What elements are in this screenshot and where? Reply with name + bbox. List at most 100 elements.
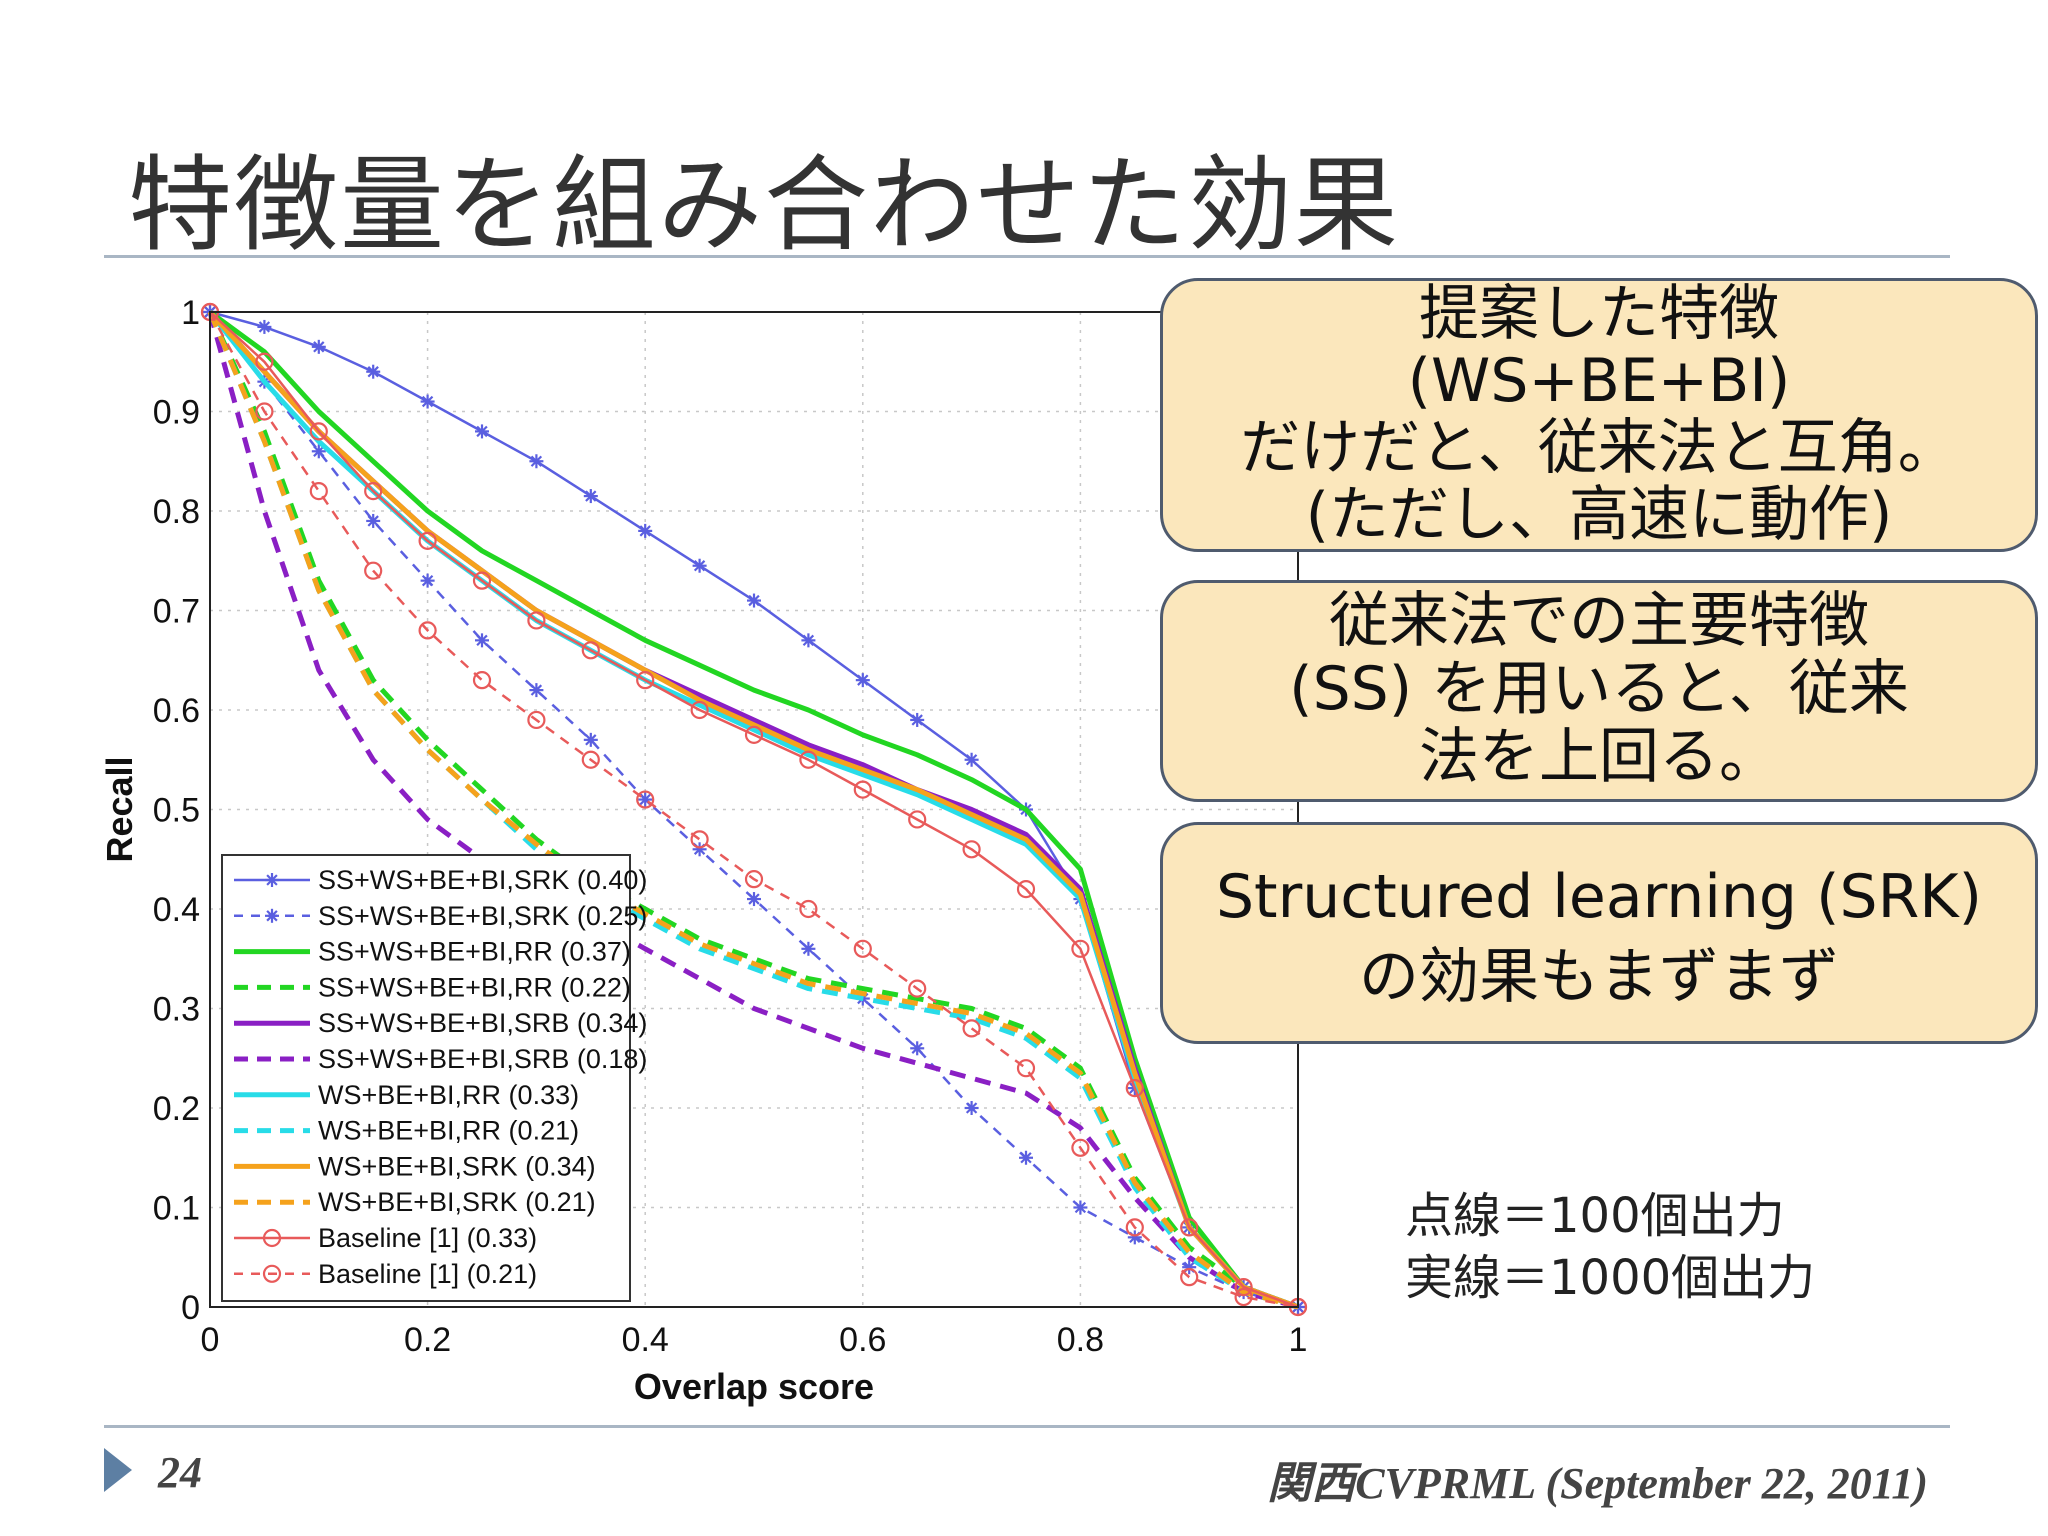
star-marker [964,1101,979,1115]
series-group [207,311,1299,1310]
callout-ss-feature: 従来法での主要特徴 (SS) を用いると、従来 法を上回る。 [1160,580,2038,802]
footer-text: 関西CVPRML (September 22, 2011) [1267,1459,1928,1508]
star-marker [583,732,598,747]
plot-frame [209,311,1299,1308]
series-line [207,311,1299,1310]
series-group [200,302,1308,1317]
line-style-note: 点線＝100個出力 実線＝1000個出力 [1405,1185,1815,1309]
series-line [209,311,1299,1309]
y-tick-label: 1 [181,294,200,332]
series-line [208,309,1299,1310]
legend-label: Baseline [1] (0.33) [318,1223,537,1253]
circle-marker [262,1228,282,1248]
series-group [208,310,1299,1310]
circle-marker [255,352,274,371]
star-marker [475,424,489,439]
circle-marker [636,790,655,809]
circle-marker [1180,1268,1199,1287]
y-tick-label: 0.8 [153,493,200,531]
star-marker [366,513,381,528]
circle-marker [744,725,764,744]
star-marker [311,339,326,354]
circle-marker [472,671,492,690]
title-divider [104,255,1950,258]
star-marker [910,1041,925,1056]
x-tick-label: 0.8 [1057,1321,1104,1359]
star-marker [801,633,816,648]
star-marker [638,523,653,538]
circle-marker [581,641,600,660]
star-marker [1019,1150,1033,1165]
chart-legend: SS+WS+BE+BI,SRK (0.40) SS+WS+BE+BI,SRK (0… [221,854,647,1302]
series-group [208,309,1299,1310]
circle-marker [364,482,383,501]
star-marker [420,394,435,409]
legend-label: SS+WS+BE+BI,SRB (0.34) [318,1008,647,1038]
callout-line: Structured learning (SRK) [1215,862,1983,932]
circle-marker [962,840,981,859]
series-group [207,311,1299,1310]
legend-label: WS+BE+BI,SRK (0.21) [318,1187,596,1217]
series-group [207,311,1299,1310]
series-line [207,311,1299,1310]
slide-title: 特徴量を組み合わせた効果 [128,144,1401,266]
series-line [208,311,1299,1309]
callout-line: の効果もまずまず [1359,942,1839,1012]
y-tick-label: 0.1 [153,1190,200,1228]
legend-label: SS+WS+BE+BI,SRK (0.40) [318,865,647,895]
star-marker [257,319,272,334]
x-tick-label: 0.6 [839,1321,886,1359]
callout-proposed-features: 提案した特徴 (WS+BE+BI) だけだと、従来法と互角。 (ただし、高速に動… [1160,278,2038,552]
circle-marker [636,671,655,690]
callout-line: 法を上回る。 [1419,722,1779,792]
circle-marker [853,780,872,799]
star-marker [747,892,761,907]
star-marker [529,454,544,469]
circle-marker [1234,1277,1253,1297]
star-marker [265,908,279,923]
star-marker [1073,1200,1088,1215]
note-line-dashed: 点線＝100個出力 [1405,1188,1785,1244]
circle-marker [1071,939,1090,958]
circle-marker [744,870,764,889]
star-marker [583,489,598,504]
star-marker [801,941,816,956]
circle-marker [255,402,274,421]
page-number: 24 [158,1448,202,1497]
legend-label: SS+WS+BE+BI,RR (0.37) [318,937,631,967]
circle-marker [309,482,328,501]
x-tick-label: 0.4 [622,1321,669,1359]
star-marker [366,364,381,379]
y-tick-label: 0.6 [153,692,200,730]
circle-marker [1180,1218,1199,1237]
callout-line: (WS+BE+BI) [1407,346,1791,416]
callout-structured-learning: Structured learning (SRK) の効果もまずまず [1160,822,2038,1044]
star-marker [265,873,279,887]
star-marker [692,558,707,573]
circle-marker [690,830,709,849]
series-line [207,311,1299,1310]
circle-marker [418,621,437,640]
legend-label: SS+WS+BE+BI,SRK (0.25) [318,901,647,931]
footer-divider [104,1425,1950,1428]
circle-marker [908,979,927,998]
circle-marker [799,750,818,769]
y-axis-label: Recall [99,756,140,862]
y-tick-label: 0.3 [153,991,200,1029]
star-marker [420,573,435,588]
star-marker [964,752,979,767]
circle-marker [1016,879,1036,899]
circle-marker [262,1264,282,1283]
legend-label: WS+BE+BI,RR (0.21) [318,1116,579,1146]
circle-marker [908,810,927,829]
star-marker [311,444,326,459]
star-marker [475,633,489,648]
circle-marker [1125,1078,1144,1098]
x-axis-label: Overlap score [634,1366,874,1407]
legend-label: Baseline [1] (0.21) [318,1259,537,1289]
series-line [209,311,1299,1309]
x-tick-label: 0 [201,1321,220,1359]
circle-marker [364,561,383,580]
y-tick-label: 0.7 [153,593,200,631]
